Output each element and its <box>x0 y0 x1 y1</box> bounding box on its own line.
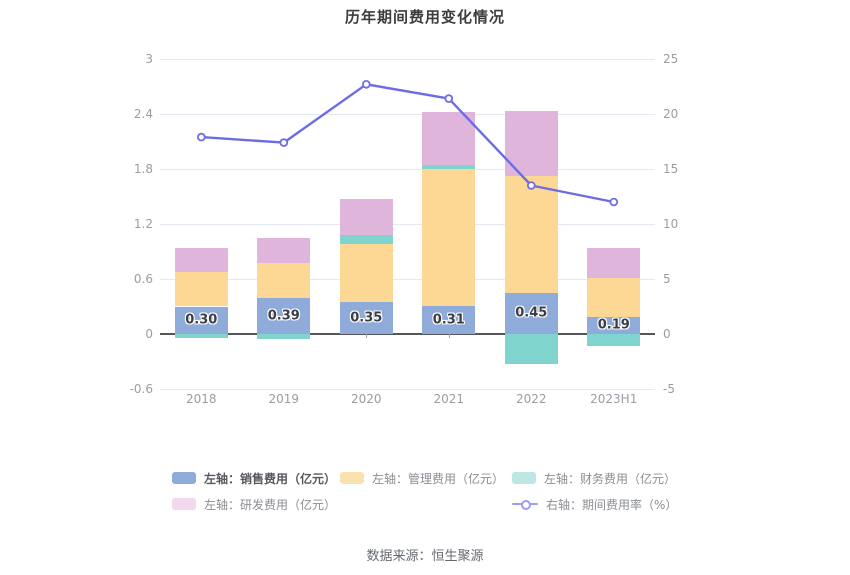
bar-segment[interactable] <box>587 247 641 279</box>
line-marker[interactable] <box>609 197 619 207</box>
legend-item[interactable]: 左轴：财务费用（亿元） <box>512 470 676 486</box>
right-axis-label: 25 <box>663 52 679 66</box>
bar-segment[interactable] <box>257 237 311 264</box>
chart-title: 历年期间费用变化情况 <box>344 8 505 26</box>
bar-segment[interactable] <box>174 271 228 307</box>
bar-segment[interactable] <box>504 292 558 335</box>
bar-value-label: 0.30 <box>185 312 218 328</box>
bar-segment[interactable] <box>174 247 228 272</box>
left-axis-label: 1.8 <box>133 162 153 176</box>
bar-segment[interactable] <box>587 334 641 346</box>
bar-segment[interactable] <box>504 334 558 365</box>
bar-value-label: 0.45 <box>515 305 548 321</box>
legend-item[interactable]: 左轴：研发费用（亿元） <box>172 496 336 512</box>
bar-segment[interactable] <box>174 334 228 338</box>
zero-axis-line <box>160 333 655 335</box>
x-axis-label: 2023H1 <box>590 392 638 406</box>
right-axis-label: 5 <box>663 272 671 286</box>
bar-segment[interactable] <box>504 176 558 293</box>
left-axis-label: 1.2 <box>133 217 153 231</box>
x-axis-tick <box>366 334 368 338</box>
x-axis-label: 2022 <box>515 392 547 406</box>
left-axis-label: 3 <box>145 52 153 66</box>
left-axis-label: 0.6 <box>133 272 153 286</box>
bar-segment[interactable] <box>422 305 476 334</box>
grid-line <box>160 58 655 60</box>
x-axis-label: 2021 <box>433 392 465 406</box>
x-axis-label: 2018 <box>185 392 217 406</box>
bar-segment[interactable] <box>504 111 558 177</box>
grid-line <box>160 388 655 390</box>
bar-segment[interactable] <box>257 334 311 339</box>
bar-segment[interactable] <box>174 306 228 334</box>
line-marker[interactable] <box>279 138 289 147</box>
bar-value-label: 0.39 <box>267 308 300 324</box>
line-marker[interactable] <box>197 132 206 142</box>
left-axis-label: 2.4 <box>133 107 153 121</box>
grid-line <box>160 168 655 170</box>
data-source-footer: 数据来源：恒生聚源 <box>366 549 484 564</box>
right-axis-label: 0 <box>663 327 671 341</box>
bar-value-label: 0.31 <box>432 312 465 328</box>
grid-line <box>160 278 655 280</box>
legend-line-swatch-icon <box>512 498 538 510</box>
right-axis-label: 15 <box>663 162 679 176</box>
legend-label: 左轴：财务费用（亿元） <box>544 471 677 486</box>
legend-swatch-icon <box>172 472 196 484</box>
grid-line <box>160 223 655 225</box>
left-axis-label: 0 <box>145 327 153 341</box>
bar-segment[interactable] <box>587 278 641 317</box>
bar-segment[interactable] <box>422 165 476 169</box>
bar-segment[interactable] <box>587 316 641 334</box>
right-axis-label: -5 <box>663 382 675 396</box>
legend-label: 左轴：管理费用（亿元） <box>372 471 505 486</box>
bar-value-label: 0.19 <box>597 317 630 333</box>
x-axis-label: 2019 <box>268 392 300 406</box>
legend-label: 左轴：销售费用（亿元） <box>204 471 337 486</box>
bar-segment[interactable] <box>339 235 393 245</box>
legend-swatch-icon <box>512 472 536 484</box>
legend-item[interactable]: 左轴：管理费用（亿元） <box>340 470 504 486</box>
line-marker[interactable] <box>444 94 454 103</box>
x-axis-label: 2020 <box>350 392 382 406</box>
bar-segment[interactable] <box>257 263 311 299</box>
legend-item[interactable]: 左轴：销售费用（亿元） <box>172 470 336 486</box>
bar-segment[interactable] <box>422 169 476 306</box>
bar-segment[interactable] <box>339 199 393 235</box>
left-axis-label: -0.6 <box>129 382 153 396</box>
right-axis-label: 20 <box>663 107 679 121</box>
legend-label: 右轴：期间费用率（%） <box>546 497 678 512</box>
bar-segment[interactable] <box>339 301 393 334</box>
legend-label: 左轴：研发费用（亿元） <box>204 497 337 512</box>
line-marker[interactable] <box>361 80 371 89</box>
bar-segment[interactable] <box>339 244 393 302</box>
x-axis-tick <box>448 334 450 338</box>
bar-value-label: 0.35 <box>350 310 383 326</box>
legend-swatch-icon <box>340 472 364 484</box>
grid-line <box>160 113 655 115</box>
legend-item[interactable]: 右轴：期间费用率（%） <box>512 496 677 512</box>
bar-segment[interactable] <box>422 112 476 166</box>
legend-swatch-icon <box>172 498 196 510</box>
bar-segment[interactable] <box>257 298 311 335</box>
right-axis-label: 10 <box>663 217 679 231</box>
